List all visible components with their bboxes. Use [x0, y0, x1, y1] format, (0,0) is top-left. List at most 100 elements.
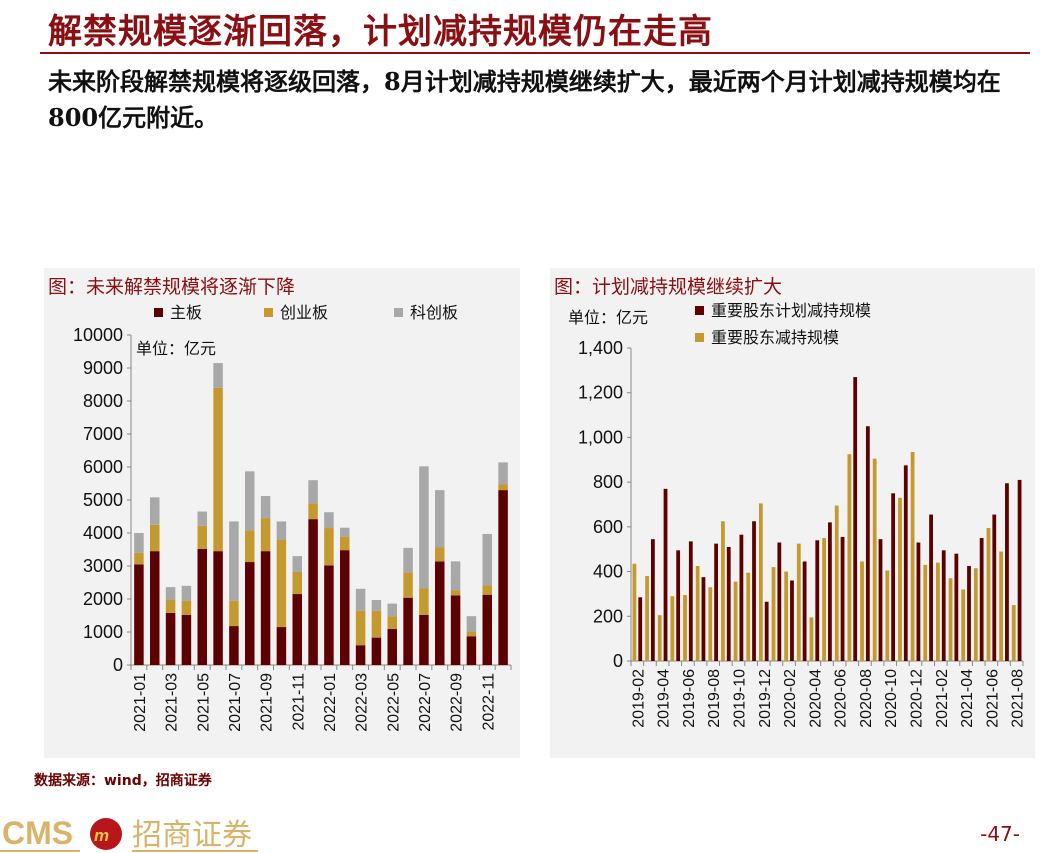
bar-重要股东减持规模	[733, 581, 738, 661]
x-tick-label: 2019-10	[731, 669, 748, 728]
y-tick-label: 10000	[73, 325, 123, 345]
x-tick-label: 2020-08	[858, 669, 875, 728]
bar-创业板	[260, 518, 271, 552]
x-tick-label: 2019-04	[656, 669, 673, 728]
bar-重要股东减持规模	[898, 497, 902, 661]
bar-重要股东减持规模	[822, 538, 826, 661]
y-tick-label: 2000	[83, 589, 123, 609]
y-tick-label: 1,200	[578, 383, 623, 403]
bar-科创板	[435, 490, 445, 548]
page-subtitle: 未来阶段解禁规模将逐级回落，8月计划减持规模继续扩大，最近两个月计划减持规模均在…	[48, 67, 1001, 132]
bar-重要股东计划减持规模	[828, 522, 832, 661]
x-tick-label: 2019-08	[706, 669, 723, 728]
legend-label: 主板	[170, 304, 202, 322]
bar-重要股东计划减持规模	[802, 561, 807, 661]
bar-重要股东减持规模	[999, 551, 1004, 661]
bar-科创板	[371, 599, 382, 611]
bar-重要股东减持规模	[834, 505, 839, 661]
x-tick-label: 2020-10	[883, 669, 900, 728]
bar-主板	[308, 519, 318, 665]
x-tick-label: 2022-09	[449, 673, 466, 732]
bar-创业板	[181, 600, 192, 615]
x-tick-label: 2021-11	[290, 673, 307, 731]
bar-重要股东减持规模	[936, 562, 940, 661]
bar-重要股东计划减持规模	[663, 488, 668, 661]
bar-重要股东计划减持规模	[739, 534, 744, 661]
x-tick-label: 2020-12	[909, 669, 926, 728]
x-tick-label: 2019-02	[630, 669, 647, 728]
bar-重要股东计划减持规模	[764, 601, 769, 661]
bar-重要股东减持规模	[746, 572, 751, 661]
bar-主板	[498, 490, 508, 665]
bar-创业板	[498, 484, 508, 491]
x-tick-label: 2021-01	[132, 673, 149, 732]
bar-重要股东减持规模	[986, 527, 991, 661]
bar-重要股东计划减持规模	[701, 577, 706, 661]
bar-创业板	[134, 552, 144, 565]
bar-主板	[482, 594, 492, 665]
bar-重要股东计划减持规模	[1005, 483, 1009, 661]
bar-重要股东减持规模	[885, 570, 890, 661]
bar-重要股东减持规模	[796, 543, 801, 661]
bar-主板	[134, 564, 144, 665]
legend-swatch	[154, 308, 163, 317]
legend-label: 重要股东计划减持规模	[711, 302, 871, 320]
bar-创业板	[371, 610, 382, 638]
y-tick-label: 5000	[83, 490, 123, 510]
y-tick-label: 3000	[83, 556, 123, 576]
bar-主板	[387, 629, 397, 665]
legend-swatch	[695, 306, 704, 315]
bar-重要股东计划减持规模	[638, 597, 643, 661]
x-tick-label: 2021-05	[195, 673, 212, 732]
bar-重要股东计划减持规模	[676, 550, 681, 661]
bar-重要股东计划减持规模	[650, 539, 655, 661]
bar-主板	[197, 548, 207, 665]
bar-创业板	[197, 525, 207, 549]
x-tick-label: 2021-06	[984, 669, 1001, 728]
y-tick-label: 1,400	[578, 338, 623, 358]
x-tick-label: 2021-09	[259, 673, 276, 732]
bar-重要股东计划减持规模	[752, 521, 756, 661]
bar-重要股东计划减持规模	[726, 546, 731, 661]
x-tick-label: 2019-12	[757, 669, 774, 728]
bar-科创板	[181, 585, 192, 601]
bar-重要股东计划减持规模	[929, 514, 933, 661]
y-tick-label: 1,000	[578, 427, 623, 447]
bar-科创板	[419, 466, 429, 589]
bar-科创板	[213, 363, 223, 388]
legend-swatch	[264, 308, 273, 317]
bar-重要股东计划减持规模	[979, 538, 984, 661]
x-tick-label: 2022-03	[354, 673, 371, 732]
bar-重要股东减持规模	[695, 565, 700, 661]
bar-重要股东减持规模	[784, 571, 789, 661]
bar-科创板	[450, 561, 461, 591]
bar-主板	[355, 645, 366, 665]
bar-创业板	[403, 572, 413, 598]
data-source: 数据来源：wind，招商证券	[34, 773, 212, 789]
bar-重要股东计划减持规模	[903, 465, 908, 661]
bar-重要股东计划减持规模	[916, 542, 921, 661]
right-chart-panel: 图：计划减持规模继续扩大 0 200 400 600 800 1,000 1,200 1,40…	[550, 268, 1035, 758]
bar-创业板	[435, 547, 445, 562]
right-chart-title: 图：计划减持规模继续扩大	[554, 276, 783, 298]
y-tick-label: 0	[613, 651, 623, 671]
x-tick-label: 2021-02	[934, 669, 951, 728]
bar-科创板	[229, 521, 239, 601]
bar-科创板	[387, 603, 397, 617]
legend-label: 科创板	[410, 304, 458, 322]
legend-label: 重要股东减持规模	[711, 329, 839, 347]
x-tick-label: 2020-06	[833, 669, 850, 728]
bar-重要股东减持规模	[860, 561, 864, 661]
bar-重要股东计划减持规模	[777, 542, 782, 661]
bar-重要股东减持规模	[670, 596, 675, 661]
bar-主板	[324, 565, 334, 665]
bar-创业板	[165, 599, 176, 613]
bar-科创板	[134, 533, 144, 553]
bar-科创板	[498, 462, 508, 485]
bar-重要股东计划减持规模	[941, 550, 946, 661]
bar-重要股东计划减持规模	[878, 539, 883, 661]
unit-label: 单位：亿元	[136, 340, 216, 358]
bar-主板	[276, 627, 287, 665]
bar-主板	[450, 595, 461, 665]
x-tick-label: 2020-04	[807, 669, 824, 728]
